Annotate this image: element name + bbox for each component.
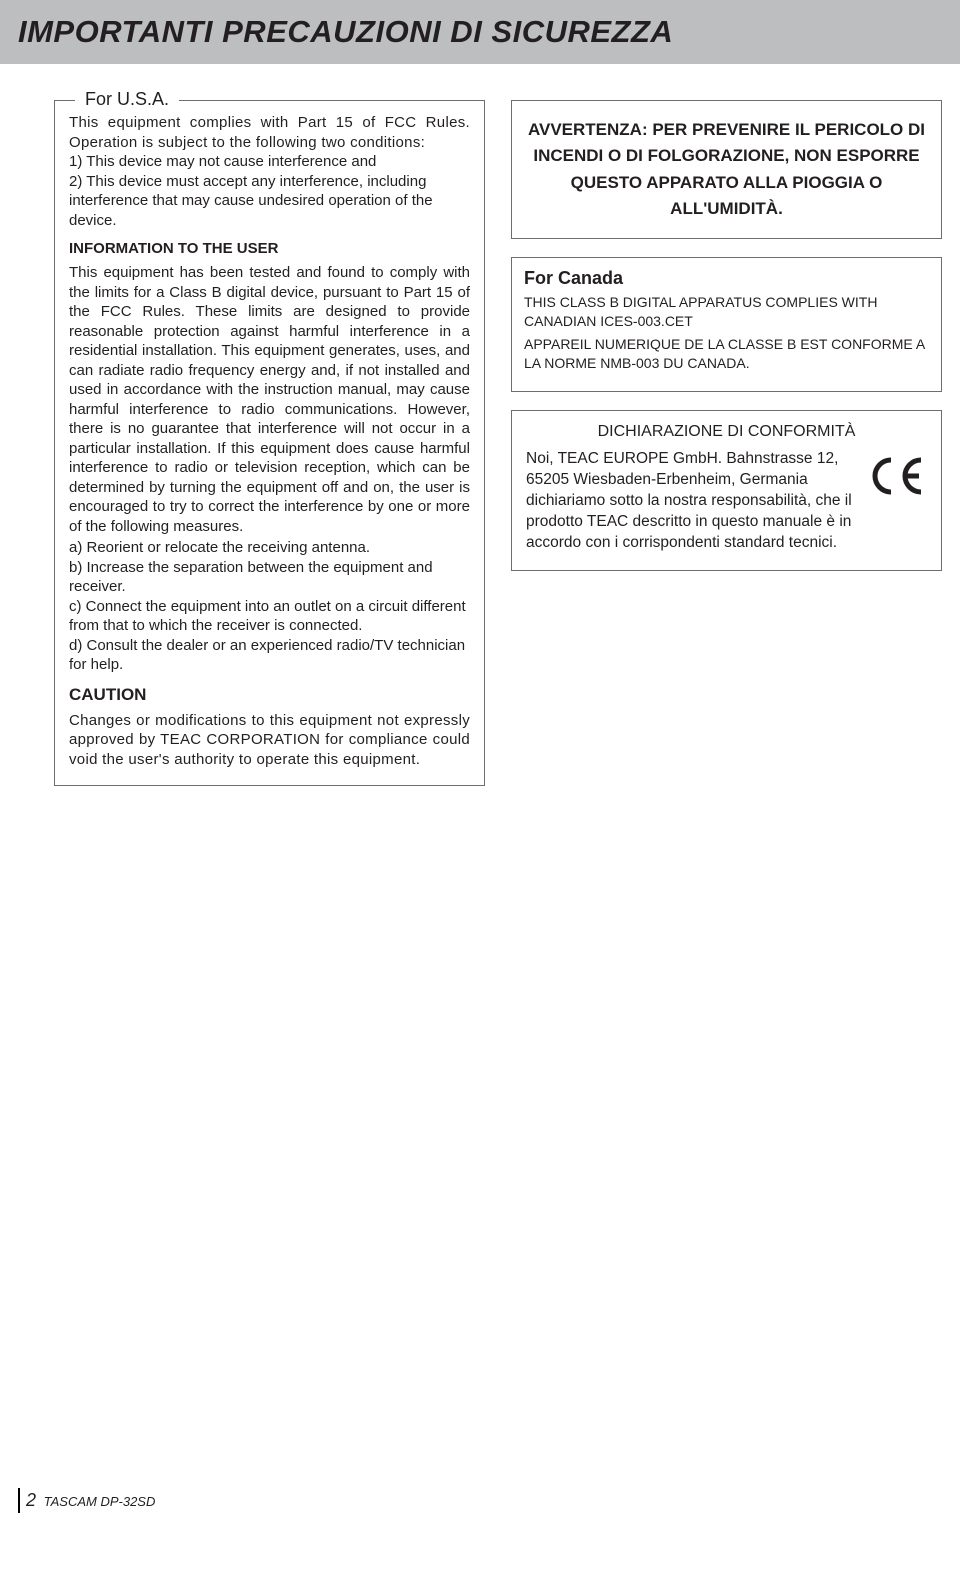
page-number: 2 xyxy=(26,1490,36,1510)
measure-a: a) Reorient or relocate the receiving an… xyxy=(69,538,470,558)
ce-mark-icon xyxy=(871,453,927,508)
conformity-title: DICHIARAZIONE DI CONFORMITÀ xyxy=(526,423,927,441)
warning-text: AVVERTENZA: PER PREVENIRE IL PERICOLO DI… xyxy=(528,120,925,218)
info-heading: INFORMATION TO THE USER xyxy=(69,240,470,257)
page-title: IMPORTANTI PRECAUZIONI DI SICUREZZA xyxy=(18,14,942,50)
canada-line2: APPAREIL NUMERIQUE DE LA CLASSE B EST CO… xyxy=(524,335,929,373)
canada-box: For Canada THIS CLASS B DIGITAL APPARATU… xyxy=(511,257,942,392)
canada-line1: THIS CLASS B DIGITAL APPARATUS COMPLIES … xyxy=(524,293,929,331)
usa-condition-2: 2) This device must accept any interfere… xyxy=(69,172,470,231)
footer-model: TASCAM DP-32SD xyxy=(44,1494,156,1509)
measure-d: d) Consult the dealer or an experienced … xyxy=(69,636,470,675)
usa-legend: For U.S.A. xyxy=(75,89,179,110)
usa-box: For U.S.A. This equipment complies with … xyxy=(54,100,485,786)
conformity-box: DICHIARAZIONE DI CONFORMITÀ Noi, TEAC EU… xyxy=(511,410,942,571)
caution-heading: CAUTION xyxy=(69,685,470,705)
left-column: For U.S.A. This equipment complies with … xyxy=(54,100,485,786)
info-body: This equipment has been tested and found… xyxy=(69,263,470,536)
caution-body: Changes or modifications to this equipme… xyxy=(69,711,470,770)
usa-condition-1: 1) This device may not cause interferenc… xyxy=(69,152,470,172)
conformity-body: Noi, TEAC EUROPE GmbH. Bahnstrasse 12, 6… xyxy=(526,449,927,554)
warning-box: AVVERTENZA: PER PREVENIRE IL PERICOLO DI… xyxy=(511,100,942,239)
usa-compliance-text: This equipment complies with Part 15 of … xyxy=(69,113,470,152)
right-column: AVVERTENZA: PER PREVENIRE IL PERICOLO DI… xyxy=(511,100,942,786)
measure-c: c) Connect the equipment into an outlet … xyxy=(69,597,470,636)
content-columns: For U.S.A. This equipment complies with … xyxy=(0,100,960,786)
measure-b: b) Increase the separation between the e… xyxy=(69,558,470,597)
header-band: IMPORTANTI PRECAUZIONI DI SICUREZZA xyxy=(0,0,960,64)
canada-title: For Canada xyxy=(524,268,929,289)
page-footer: 2 TASCAM DP-32SD xyxy=(18,1488,155,1513)
